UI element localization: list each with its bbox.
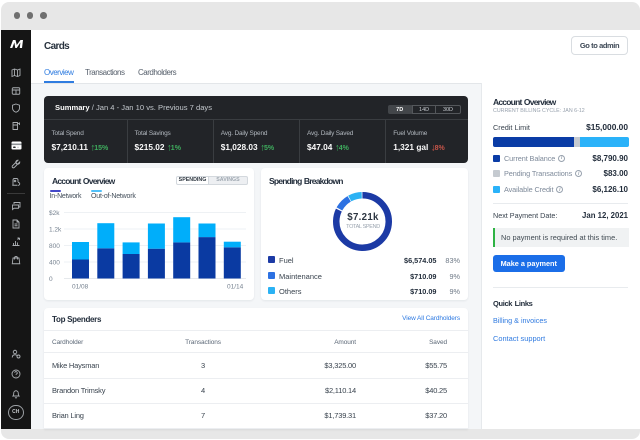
svg-text:1.2k: 1.2k xyxy=(49,226,62,233)
svg-text:01/14: 01/14 xyxy=(227,284,244,291)
svg-text:$2k: $2k xyxy=(49,210,60,217)
svg-text:800: 800 xyxy=(49,243,60,250)
svg-text:400: 400 xyxy=(49,259,60,266)
svg-text:0: 0 xyxy=(49,276,53,283)
svg-text:01/08: 01/08 xyxy=(72,284,89,291)
